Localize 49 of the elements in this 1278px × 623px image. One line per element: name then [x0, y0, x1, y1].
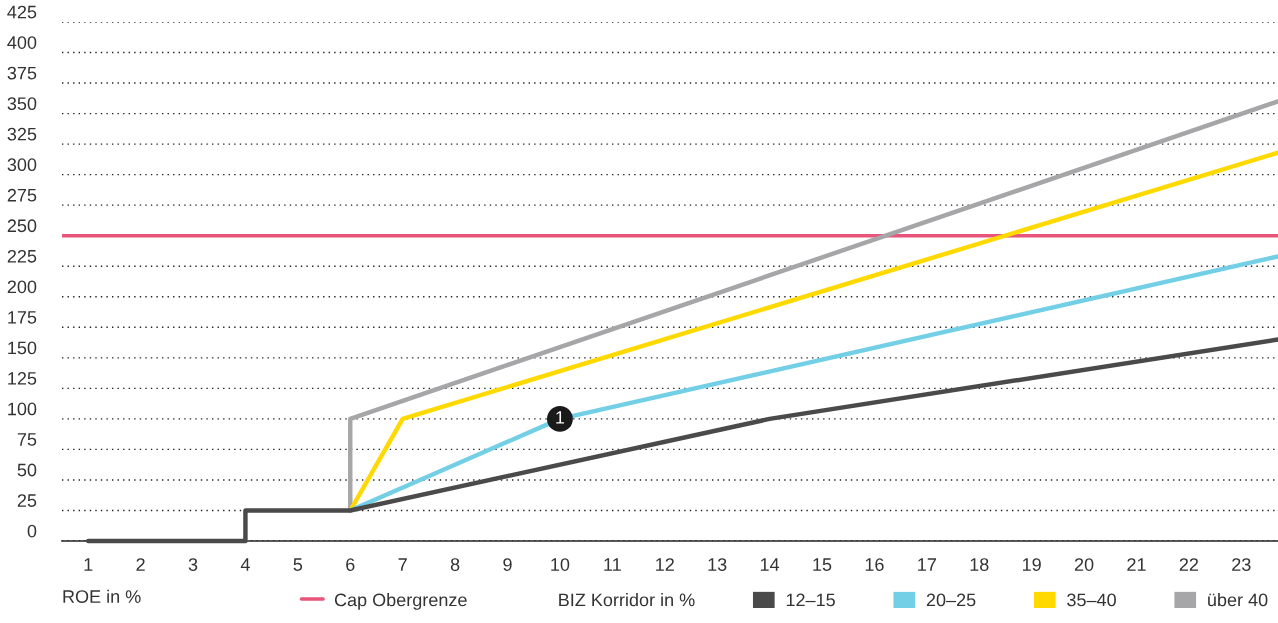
y-tick-label: 375: [7, 66, 37, 80]
y-tick-label: 125: [8, 372, 37, 385]
legend-label: 35–40: [1067, 593, 1116, 607]
y-tick-label: 50: [17, 463, 37, 477]
y-tick-label: 150: [8, 341, 37, 355]
x-tick-label: 1: [84, 558, 93, 571]
legend-label: Cap Obergrenze: [334, 593, 467, 610]
y-tick-label: 100: [8, 402, 37, 416]
y-tick-label: 350: [7, 97, 37, 111]
y-tick-label: 425: [7, 5, 37, 19]
x-tick-label: 20: [1074, 558, 1094, 571]
x-tick-label: 9: [503, 558, 512, 571]
x-tick-label: 18: [970, 558, 989, 571]
y-tick-label: 325: [7, 127, 37, 141]
x-tick-label: 7: [398, 558, 407, 571]
y-tick-label: 75: [17, 433, 37, 446]
x-tick-label: 15: [813, 558, 832, 571]
legend-title: BIZ Korridor in %: [559, 593, 695, 607]
y-tick-label: 400: [7, 36, 37, 49]
x-tick-label: 22: [1179, 558, 1199, 571]
x-tick-label: 19: [1022, 558, 1041, 571]
x-tick-label: 10: [551, 558, 570, 571]
x-tick-label: 6: [346, 558, 355, 571]
annotation: 1: [556, 411, 565, 424]
x-tick-label: 12: [656, 558, 674, 571]
y-tick-label: 175: [8, 311, 37, 324]
y-tick-label: 225: [7, 249, 37, 263]
y-tick-label: 200: [7, 280, 37, 294]
legend-label: 20–25: [926, 593, 976, 607]
x-tick-label: 14: [760, 558, 780, 571]
x-tick-label: 13: [708, 558, 727, 571]
y-tick-label: 300: [7, 158, 37, 172]
x-tick-label: 5: [293, 558, 303, 571]
x-tick-label: 11: [604, 558, 621, 571]
x-tick-label: 2: [136, 558, 145, 571]
x-tick-label: 4: [240, 558, 250, 571]
legend-label: 12–15: [786, 593, 835, 607]
y-tick-label: 0: [27, 524, 37, 538]
x-tick-label: 23: [1232, 558, 1251, 571]
legend-label: über 40: [1208, 593, 1268, 607]
x-tick-label: 21: [1127, 558, 1146, 571]
x-tick-label: 17: [918, 558, 936, 571]
x-tick-label: 16: [865, 558, 884, 571]
y-tick-label: 275: [7, 188, 37, 202]
x-tick-label: 8: [450, 558, 460, 571]
x-tick-label: 3: [188, 558, 198, 571]
y-tick-label: 250: [7, 219, 37, 233]
x-axis-title: ROE in %: [63, 589, 141, 603]
y-tick-label: 25: [17, 494, 37, 507]
